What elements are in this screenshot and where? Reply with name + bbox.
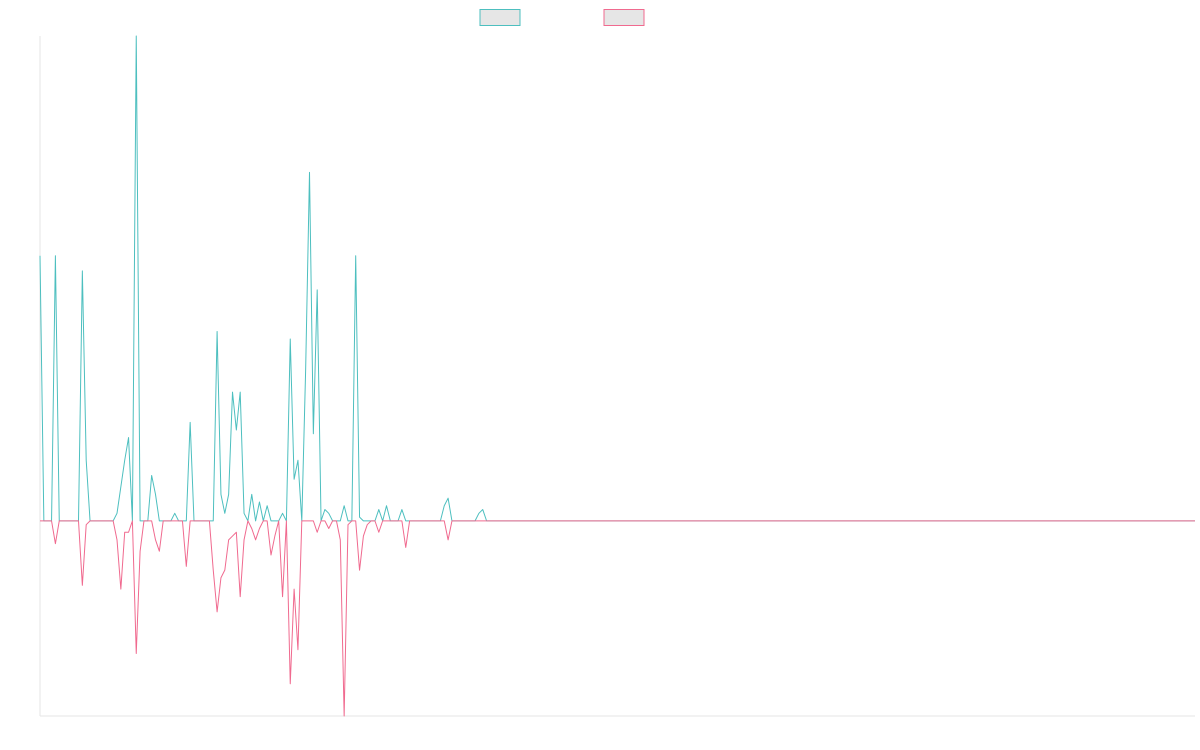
legend-swatch-2[interactable] xyxy=(603,9,645,26)
series-line-1 xyxy=(39,35,1195,522)
plot-area xyxy=(39,35,1195,717)
legend xyxy=(479,9,645,26)
axes xyxy=(39,36,1195,717)
legend-swatch-1[interactable] xyxy=(479,9,521,26)
series-line-2 xyxy=(40,520,1195,717)
